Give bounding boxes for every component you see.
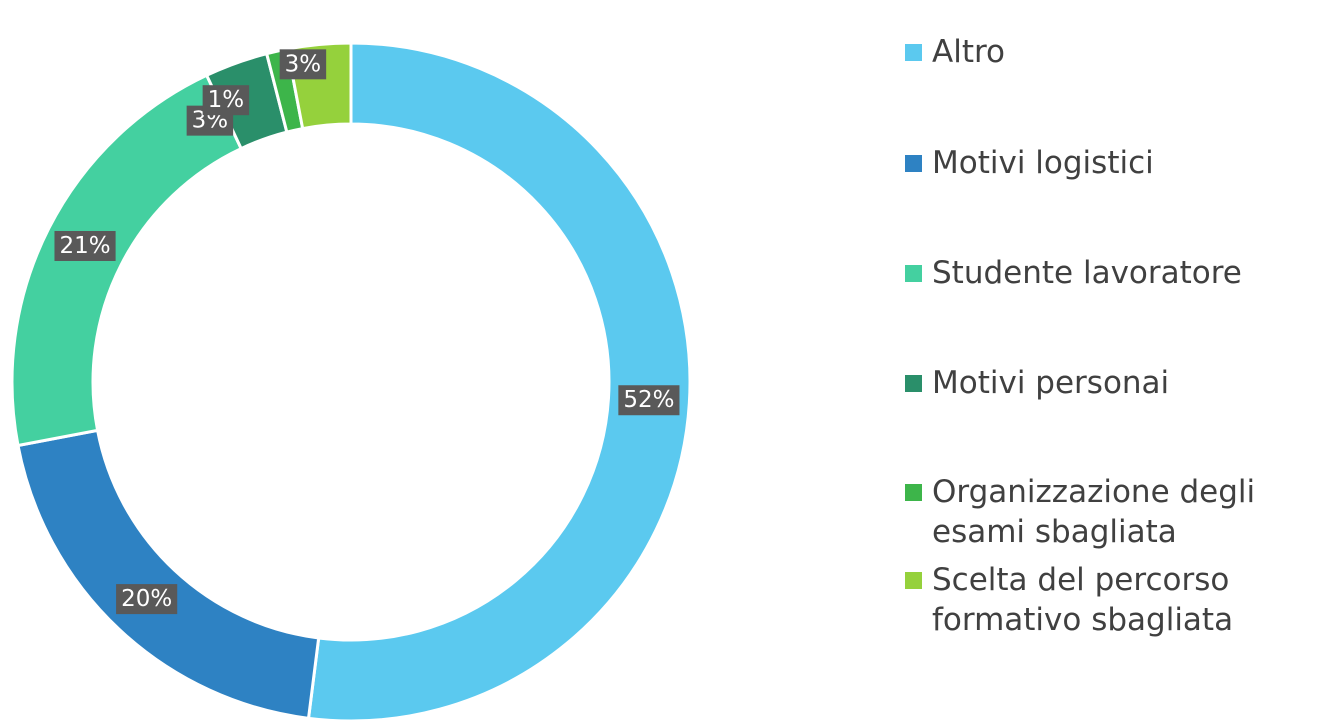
data-label: 3% [285,51,322,77]
data-label-box [116,584,178,615]
legend-swatch [905,572,922,589]
legend-swatch [905,265,922,282]
donut-segment [16,428,321,721]
legend-item: Motivi personai [905,363,1325,403]
data-label: 1% [208,87,245,113]
legend-swatch [905,155,922,172]
data-label: 20% [121,586,172,612]
legend-item: Altro [905,32,1325,72]
legend-label: Motivi personai [932,365,1170,401]
data-label-box [202,85,250,116]
legend-item: Organizzazione degli esami sbagliata [905,472,1325,552]
legend-item: Scelta del percorso formativo sbagliata [905,560,1325,640]
data-label-box [54,230,116,261]
donut-segment [306,41,692,722]
legend-label: Scelta del percorso formativo sbagliata [932,562,1234,638]
data-label: 21% [59,233,110,259]
legend-swatch [905,484,922,501]
legend-label: Studente lavoratore [932,255,1242,291]
legend-label: Motivi logistici [932,145,1154,181]
legend-item: Motivi logistici [905,143,1325,183]
legend-item: Studente lavoratore [905,253,1325,293]
data-label-box [279,49,327,80]
data-label-box [618,385,680,416]
legend-label: Organizzazione degli esami sbagliata [932,474,1256,550]
legend-label: Altro [932,34,1006,70]
legend-swatch [905,375,922,392]
data-label: 52% [623,387,674,413]
legend-swatch [905,44,922,61]
